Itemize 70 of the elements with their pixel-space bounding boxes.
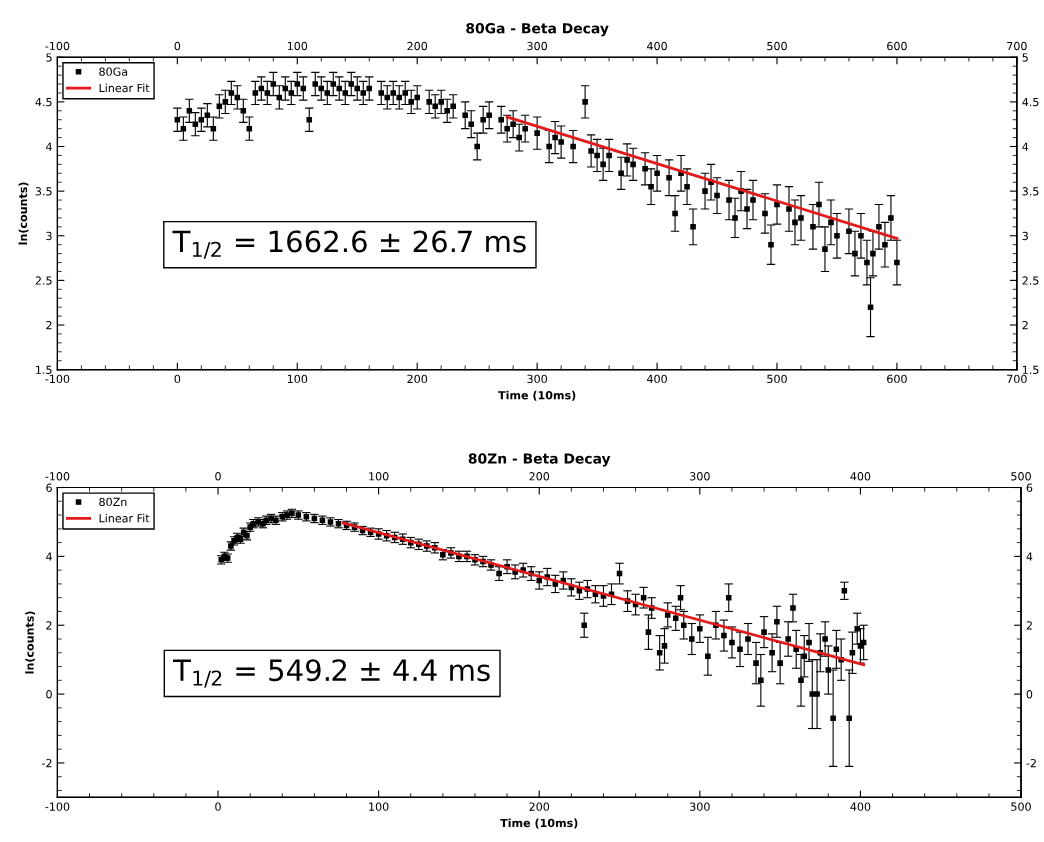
x2-tick-label: -100 bbox=[45, 472, 70, 481]
x2-tick-label: 300 bbox=[527, 41, 547, 51]
x-tick-label: 100 bbox=[287, 374, 308, 384]
x-tick-label: -100 bbox=[45, 374, 70, 384]
x2-tick-label: 0 bbox=[174, 41, 181, 51]
x-tick-label: 0 bbox=[215, 802, 221, 811]
x2-tick-label: -100 bbox=[45, 41, 70, 51]
x2-tick-label: 0 bbox=[215, 472, 221, 481]
x2-tick-label: 500 bbox=[767, 41, 787, 51]
x2-tick-label: 100 bbox=[287, 41, 308, 51]
x-tick-label: 700 bbox=[1007, 374, 1027, 384]
x-tick-label: 500 bbox=[767, 374, 787, 384]
chart-title: 80Zn - Beta Decay bbox=[468, 453, 611, 467]
x-tick-label: 300 bbox=[690, 802, 710, 811]
y-tick-label: 1.5 bbox=[36, 365, 52, 375]
y-tick-label: 5 bbox=[46, 53, 52, 62]
y-axis-title: ln(counts) bbox=[25, 611, 36, 674]
x-axis-title: Time (10ms) bbox=[500, 818, 578, 829]
x2-tick-label: 400 bbox=[850, 472, 871, 481]
x2-tick-label: 300 bbox=[690, 472, 710, 481]
legend-label: Linear Fit bbox=[99, 83, 150, 93]
y2-tick-label: 0 bbox=[1026, 690, 1033, 699]
y2-tick-label: 4.5 bbox=[1022, 98, 1039, 107]
x-tick-label: 600 bbox=[887, 374, 907, 384]
x2-tick-label: 700 bbox=[1007, 41, 1027, 51]
y-tick-label: 3 bbox=[46, 231, 52, 241]
y2-tick-label: 3 bbox=[1022, 231, 1028, 241]
x2-tick-label: 600 bbox=[887, 41, 907, 51]
y2-tick-label: 4 bbox=[1026, 552, 1033, 561]
y-tick-label: 6 bbox=[46, 483, 52, 492]
y2-tick-label: 2 bbox=[1022, 320, 1028, 330]
y2-tick-label: 6 bbox=[1026, 483, 1033, 492]
annotation: T$_{1/2}$ = 549.2 ± 4.4 ms bbox=[172, 659, 490, 688]
x2-tick-label: 200 bbox=[529, 472, 550, 481]
y2-tick-label: 4 bbox=[1022, 142, 1029, 151]
legend-label: Linear Fit bbox=[99, 513, 150, 523]
y-axis-title: ln(counts) bbox=[18, 182, 29, 245]
legend-label: 80Zn bbox=[99, 497, 127, 507]
x-tick-label: 400 bbox=[850, 802, 871, 811]
chart-title: 80Ga - Beta Decay bbox=[466, 23, 609, 37]
y-tick-label: 0 bbox=[46, 690, 52, 699]
y2-tick-label: 5 bbox=[1022, 53, 1028, 62]
legend-label: 80Ga bbox=[99, 67, 128, 76]
annotation: T$_{1/2}$ = 1662.6 ± 26.7 ms bbox=[172, 230, 526, 259]
y-tick-label: 4 bbox=[46, 552, 52, 561]
x2-tick-label: 500 bbox=[1011, 472, 1031, 481]
x-tick-label: -100 bbox=[45, 802, 70, 811]
y-tick-label: 2 bbox=[46, 320, 52, 330]
y2-tick-label: 1.5 bbox=[1022, 365, 1039, 375]
x2-tick-label: 200 bbox=[407, 41, 428, 51]
x-tick-label: 500 bbox=[1011, 802, 1031, 811]
x-tick-label: 100 bbox=[369, 802, 389, 811]
y2-tick-label: 2.5 bbox=[1022, 276, 1039, 285]
y2-tick-label: 3.5 bbox=[1022, 187, 1039, 196]
y2-tick-label: -2 bbox=[1026, 758, 1036, 768]
x-tick-label: 200 bbox=[407, 374, 428, 384]
y-tick-label: 2 bbox=[46, 621, 52, 630]
y-tick-label: 2.5 bbox=[35, 276, 52, 285]
y-tick-label: -2 bbox=[42, 758, 52, 768]
y-tick-label: 3.5 bbox=[35, 187, 52, 196]
y-tick-label: 4 bbox=[46, 142, 52, 151]
x2-tick-label: 400 bbox=[647, 41, 667, 51]
x-tick-label: 400 bbox=[647, 374, 667, 384]
x2-tick-label: 100 bbox=[369, 472, 389, 481]
y-tick-label: 4.5 bbox=[35, 98, 52, 107]
x-tick-label: 0 bbox=[174, 374, 181, 384]
x-tick-label: 200 bbox=[529, 802, 550, 811]
x-axis-title: Time (10ms) bbox=[498, 390, 576, 401]
x-tick-label: 300 bbox=[527, 374, 547, 384]
y2-tick-label: 2 bbox=[1026, 621, 1032, 630]
